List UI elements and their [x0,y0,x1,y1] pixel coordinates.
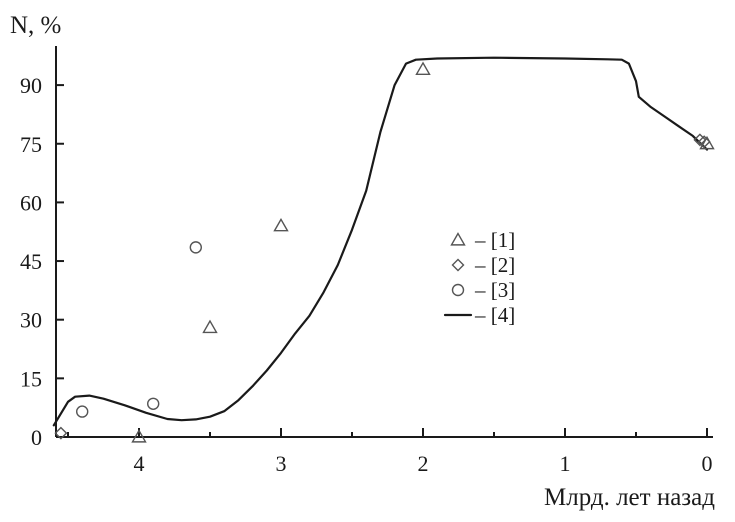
data-point-triangle-5 [699,135,715,150]
y-ticks: 0 15 30 45 60 75 90 [20,73,64,450]
y-tick-label: 30 [20,308,42,333]
legend-label: – [1] [474,228,515,252]
x-tick-label: 2 [418,451,429,476]
data-point-triangle-1 [131,429,147,443]
data-point-triangle-4 [415,61,431,76]
y-axis-title: N, % [10,12,61,39]
data-point-diamond-3 [697,135,711,149]
x-ticks: 4 3 2 1 0 [67,428,713,476]
y-tick-label: 60 [20,190,42,215]
data-point-diamond-2 [693,133,707,147]
series-line-4 [52,56,709,427]
data-point-triangle-2 [202,319,218,334]
data-point-triangle-3 [273,217,289,232]
legend: – [1]– [2]– [3]– [4] [443,228,515,327]
legend-marker-2 [451,258,465,272]
axes [55,46,713,438]
x-tick-label: 1 [560,451,571,476]
data-point-circle-1 [75,405,89,418]
data-point-circle-2 [146,397,160,410]
curve-layer [52,56,709,427]
y-tick-label: 15 [20,366,42,391]
y-tick-label: 90 [20,73,42,98]
y-tick-label: 45 [20,249,42,274]
x-axis-title: Млрд. лет назад [544,484,715,511]
data-point-diamond-1 [54,426,68,440]
legend-label: – [4] [474,303,515,327]
marker-layer [54,61,715,443]
legend-marker-3 [451,283,465,297]
x-tick-label: 4 [134,451,145,476]
legend-marker-1 [450,232,466,246]
x-tick-label: 0 [702,451,713,476]
y-tick-label: 0 [31,425,42,450]
y-tick-label: 75 [20,132,42,157]
legend-label: – [2] [474,253,515,277]
x-tick-label: 3 [276,451,287,476]
legend-label: – [3] [474,278,515,302]
data-point-circle-3 [189,241,203,254]
